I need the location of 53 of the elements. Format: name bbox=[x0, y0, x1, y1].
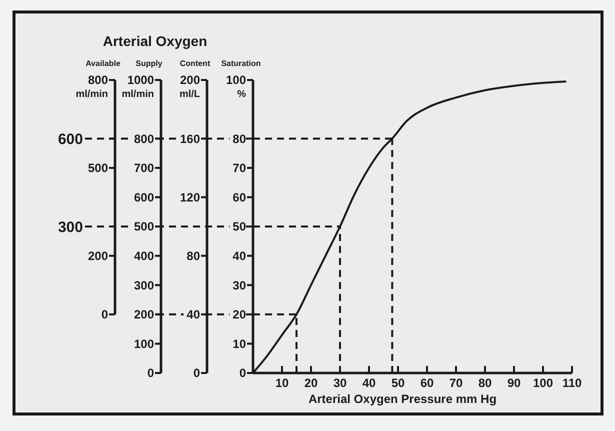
x-tick-label: 80 bbox=[478, 376, 492, 390]
y3-tick-label: 400 bbox=[134, 249, 154, 263]
text: 0 bbox=[101, 308, 108, 322]
y-tick-label: 50 bbox=[232, 220, 246, 234]
y2-tick-label: 160 bbox=[180, 132, 200, 146]
y3-tick-label: 1000 bbox=[127, 73, 154, 88]
y3-tick-label: 0 bbox=[147, 366, 154, 380]
chart-title: Arterial Oxygen bbox=[102, 33, 208, 49]
y-tick-label: 0 bbox=[239, 366, 246, 380]
text: ml/min bbox=[76, 89, 108, 100]
x-tick-label: 90 bbox=[507, 376, 521, 390]
x-tick-label: 40 bbox=[362, 376, 376, 390]
x-tick-label: 100 bbox=[532, 376, 554, 390]
y3-tick-label: 600 bbox=[134, 190, 154, 204]
y3-tick-label: 300 bbox=[134, 278, 154, 292]
y-tick-label: 100 bbox=[226, 73, 246, 88]
x-tick-label: 10 bbox=[275, 376, 289, 390]
y-tick-label: 70 bbox=[232, 161, 246, 176]
y2-axis-title: Content bbox=[180, 59, 210, 68]
text: 800 bbox=[88, 73, 108, 88]
x-tick-label: 20 bbox=[304, 376, 318, 390]
y-tick-label: 60 bbox=[232, 190, 246, 204]
y3-tick-label: 200 bbox=[134, 308, 154, 322]
text: 600 bbox=[58, 130, 83, 148]
y-tick-label: 80 bbox=[232, 132, 246, 146]
text: % bbox=[237, 89, 246, 100]
y3-tick-label: 100 bbox=[134, 336, 154, 351]
x-tick-label: 30 bbox=[333, 376, 347, 390]
x-tick-label: 60 bbox=[420, 376, 434, 390]
y2-tick-label: 0 bbox=[193, 366, 200, 380]
y-tick-label: 40 bbox=[232, 249, 246, 263]
text: 300 bbox=[58, 218, 83, 236]
y3-axis-title: Supply bbox=[136, 59, 163, 68]
y3-tick-label: 500 bbox=[134, 220, 154, 234]
text: ml/L bbox=[179, 89, 200, 100]
y-tick-label: 10 bbox=[232, 336, 246, 351]
x-axis-title: Arterial Oxygen Pressure mm Hg bbox=[308, 392, 497, 406]
x-tick-label: 70 bbox=[449, 376, 463, 390]
x-tick-label: 50 bbox=[391, 376, 405, 390]
y-tick-label: 30 bbox=[232, 278, 246, 292]
y2-tick-label: 40 bbox=[186, 308, 200, 322]
text: ml/min bbox=[122, 89, 154, 100]
y2-tick-label: 120 bbox=[180, 190, 200, 204]
y3-tick-label: 800 bbox=[134, 132, 154, 146]
y3-tick-label: 700 bbox=[134, 161, 154, 176]
x-tick-label: 110 bbox=[562, 376, 582, 390]
text: 200 bbox=[88, 249, 108, 263]
y-axis-title: Saturation bbox=[221, 59, 261, 68]
text: 500 bbox=[88, 161, 108, 176]
y-tick-label: 20 bbox=[232, 308, 246, 322]
text: Available bbox=[86, 59, 121, 68]
y2-tick-label: 80 bbox=[186, 249, 200, 263]
y2-tick-label: 200 bbox=[180, 73, 200, 88]
